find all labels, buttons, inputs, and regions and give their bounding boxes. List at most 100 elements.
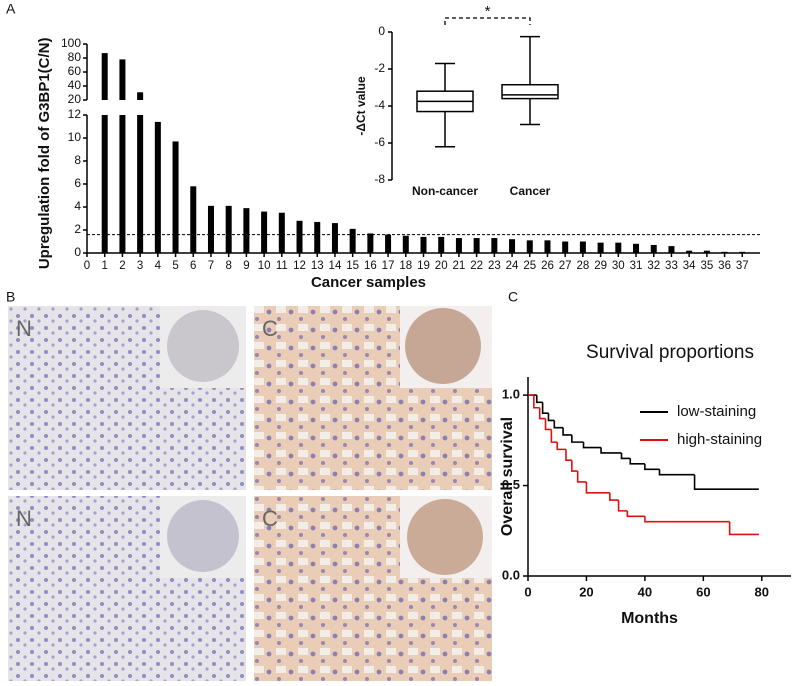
survival-step [629,458,645,465]
x-tick-label: 0 [524,584,531,599]
x-tick-label: 36 [718,260,731,272]
image-label: N [16,316,32,341]
y-tick-label: 8 [74,153,81,167]
y-tick-label: 6 [74,176,81,190]
survival-step [541,402,549,414]
survival-step [693,474,759,490]
bar [650,244,657,253]
survival-step [644,516,730,523]
survival-step [553,420,564,429]
x-tick-label: 31 [630,260,643,272]
bar [491,238,498,253]
x-tick-label: 8 [225,260,231,272]
y-tick-label: 10 [68,130,82,144]
inset-core [405,308,481,384]
survival-step [658,469,695,476]
survival-step [626,510,645,518]
y-tick-label: 2 [74,222,81,236]
y-tick-label: -8 [374,172,385,186]
x-tick-label: 17 [382,260,395,272]
x-tick-label: 30 [612,260,625,272]
panel-label: C [508,289,518,305]
x-tick-label: 18 [399,260,412,272]
survival-step [620,452,631,460]
bar-upper [137,92,144,100]
bar [544,240,551,253]
x-tick-label: 21 [453,260,466,272]
x-tick-label: 9 [243,260,249,272]
x-tick-label: 5 [172,260,178,272]
bar [243,208,250,253]
bar-upper [101,53,108,100]
survival-step [728,521,759,536]
y-tick-label: 60 [68,64,82,78]
bar [314,221,321,253]
survival-step [533,395,540,409]
bar [668,246,675,253]
y-tick-label: 0 [378,24,385,38]
x-tick-label: 20 [579,584,593,599]
bar [119,115,126,253]
survival-step [544,418,552,431]
histology-panels: N C N C [8,306,492,681]
survival-step [585,481,610,494]
y-tick-label: 80 [68,50,82,64]
survival-step [535,395,543,404]
x-tick-label: 80 [755,584,769,599]
x-tick-label: 60 [696,584,710,599]
bar [420,236,427,253]
y-tick-label: 0.0 [502,567,520,582]
x-tick-label: 13 [311,260,324,272]
survival-step [556,442,566,451]
x-tick-label: 11 [276,260,288,272]
bar [721,251,728,253]
bar [455,238,462,253]
survival-step [538,407,546,420]
survival-step [644,463,660,471]
panel-label: B [6,289,15,305]
survival-step [547,413,555,422]
survival-step [550,429,558,443]
y-tick-label: 0 [74,245,81,259]
y-tick-label: 20 [68,92,82,106]
bar [101,115,108,253]
y-tick-label: -4 [374,98,385,112]
survival-step [617,500,628,512]
bar [296,220,303,253]
y-axis-label: Upregulation fold of G3BP1(C/N) [36,37,53,269]
legend-label: high-staining [677,431,762,448]
inset-core [167,500,239,572]
y-tick-label: 100 [61,36,81,50]
x-tick-label: Cancer [510,184,551,198]
bar [367,233,374,253]
x-tick-label: 34 [683,260,696,272]
x-tick-label: 25 [523,260,536,272]
bar [579,241,586,253]
bar [473,238,480,253]
x-tick-label: 7 [208,260,214,272]
image-label: C [262,316,278,341]
bar [385,234,392,253]
bar [349,228,356,253]
bar [562,241,569,253]
x-tick-label: 10 [258,260,271,272]
x-tick-label: 14 [329,260,342,272]
bar [526,240,533,253]
x-tick-label: 35 [700,260,713,272]
inset-core [167,310,239,382]
x-tick-label: 3 [137,260,143,272]
survival-step [582,442,602,449]
image-label: N [16,506,32,531]
box [501,83,559,100]
y-axis-label: -ΔCt value [354,76,368,136]
bar [154,121,161,254]
y-tick-label: -2 [374,61,385,75]
significance-bracket [444,17,531,25]
x-tick-label: 16 [364,260,377,272]
y-tick-label: 1.0 [502,387,520,402]
bar [278,212,285,253]
survival-step [600,447,622,454]
x-tick-label: 12 [293,260,306,272]
x-tick-label: 33 [665,260,678,272]
